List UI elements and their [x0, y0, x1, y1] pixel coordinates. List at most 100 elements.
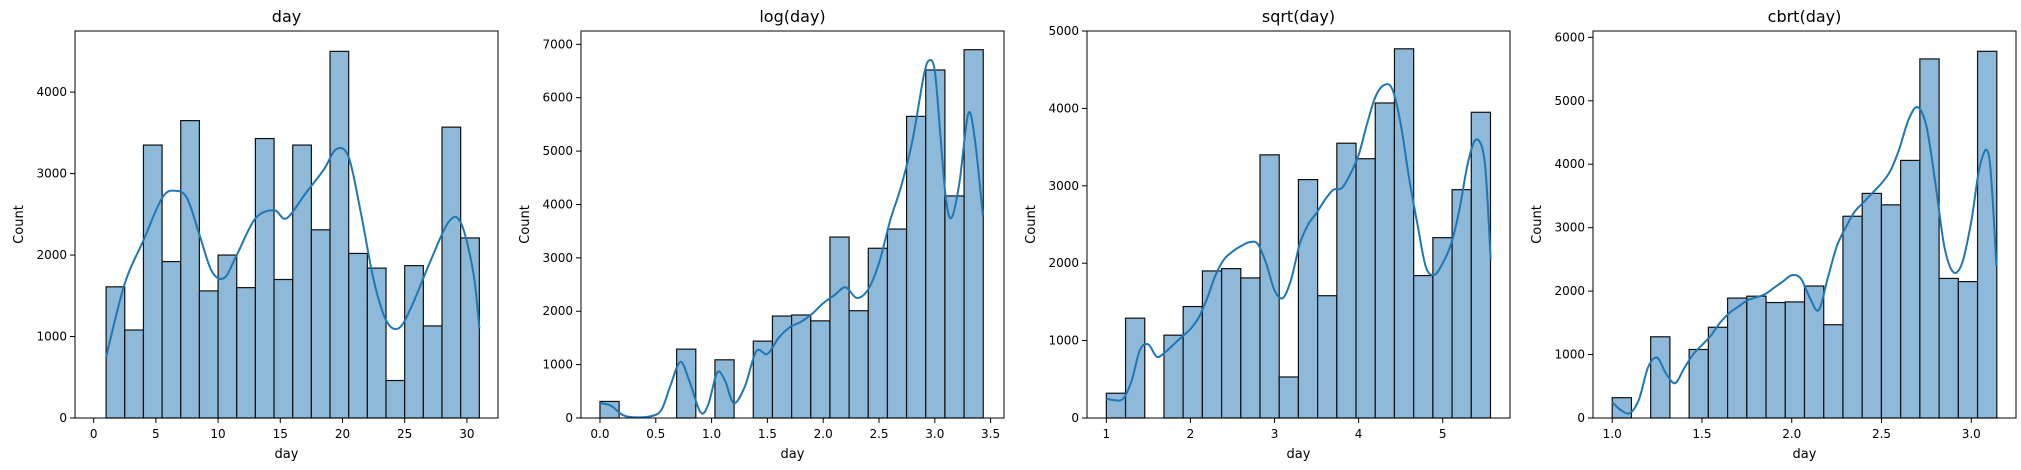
- chart-panel-3: 1 2 3 4 5 0 1000 2000 3000 4000 5000 sqrt(day) day Co…: [1024, 7, 1511, 462]
- histogram-bar: [404, 265, 424, 419]
- histogram-bar: [848, 310, 869, 419]
- y-tick-label: 2000: [542, 304, 573, 318]
- y-tick-label: 7000: [542, 37, 573, 51]
- y-tick-label: 0: [1071, 411, 1079, 425]
- histogram-bar: [1355, 158, 1376, 419]
- x-tick-label: 1.0: [1603, 427, 1622, 441]
- histogram-bar: [905, 115, 927, 419]
- x-tick-label: 25: [397, 427, 412, 441]
- y-tick-label: 4000: [1554, 157, 1585, 171]
- histogram-bar: [1688, 348, 1709, 419]
- chart-panel-4: 1.0 1.5 2.0 2.5 3.0 0 1000 2000 3000 4000 5000 6000…: [1530, 7, 2017, 462]
- x-tick-label: 0.5: [646, 427, 665, 441]
- x-tick-label: 3.0: [1962, 427, 1981, 441]
- x-tick-label: 2.5: [869, 427, 888, 441]
- histogram-bar: [329, 50, 350, 419]
- kde-line: [599, 58, 984, 419]
- histogram-bar: [1900, 159, 1921, 419]
- histogram-bar: [124, 329, 145, 419]
- y-tick-label: 5000: [1048, 24, 1079, 38]
- histogram-bar: [385, 379, 406, 419]
- y-tick-label: 3000: [36, 167, 67, 181]
- histogram-bar: [1650, 336, 1671, 419]
- x-tick-label: 5: [1439, 427, 1447, 441]
- plot-frame: [1592, 30, 2017, 419]
- histogram-bar: [1823, 324, 1844, 419]
- x-axis-label: day: [1793, 447, 1817, 462]
- y-tick-label: 0: [59, 411, 67, 425]
- kde-line: [1611, 106, 1998, 415]
- x-tick-label: 30: [459, 427, 474, 441]
- x-tick-label: 2.0: [1782, 427, 1801, 441]
- bars-group: [599, 49, 984, 419]
- y-tick-label: 4000: [1048, 101, 1079, 115]
- histogram-bar: [1957, 281, 1979, 419]
- histogram-bar: [180, 120, 201, 419]
- x-tick-label: 2.0: [814, 427, 833, 441]
- histogram-bar: [1842, 215, 1863, 419]
- plot-frame: [74, 30, 499, 419]
- x-tick-label: 1.5: [1692, 427, 1711, 441]
- histogram-bar: [1784, 301, 1806, 419]
- bars-group: [1105, 48, 1492, 419]
- chart-title: sqrt(day): [1262, 7, 1335, 26]
- histogram-bar: [1259, 154, 1280, 419]
- y-tick-label: 2000: [1048, 256, 1079, 270]
- histogram-bar: [714, 359, 735, 419]
- histogram-bar: [105, 286, 126, 419]
- x-tick-label: 5: [152, 427, 160, 441]
- histogram-bar: [1374, 102, 1396, 419]
- histogram-bar: [1726, 297, 1748, 419]
- y-tick-label: 0: [1577, 411, 1585, 425]
- histogram-bar: [1470, 111, 1492, 419]
- y-tick-label: 2000: [36, 248, 67, 262]
- chart-panel-1: 0 5 10 15 20 25 30 0 1000 2000 3000 4000 day day Count: [12, 7, 499, 462]
- x-tick-label: 3: [1271, 427, 1279, 441]
- histogram-bar: [142, 144, 163, 419]
- x-tick-label: 1.5: [758, 427, 777, 441]
- histogram-bar: [1278, 376, 1300, 419]
- y-axis-label: Count: [1530, 205, 1545, 244]
- histogram-bar: [1861, 192, 1883, 419]
- y-tick-label: 1000: [36, 330, 67, 344]
- x-tick-label: 1: [1103, 427, 1111, 441]
- histogram-bar: [771, 315, 793, 419]
- y-tick-label: 4000: [542, 197, 573, 211]
- kde-line: [105, 146, 481, 358]
- y-tick-label: 2000: [1554, 284, 1585, 298]
- histogram-bar: [1220, 268, 1242, 419]
- histogram-bar: [676, 348, 697, 419]
- y-axis-label: Count: [12, 205, 27, 244]
- chart-title: log(day): [759, 7, 825, 26]
- x-tick-label: 2: [1187, 427, 1195, 441]
- histogram-bar: [1336, 142, 1357, 419]
- x-tick-label: 1.0: [702, 427, 721, 441]
- y-tick-label: 5000: [1554, 94, 1585, 108]
- histogram-bar: [460, 237, 480, 419]
- x-axis-label: day: [275, 447, 299, 462]
- histogram-bar: [198, 290, 219, 419]
- histogram-bar: [1451, 189, 1472, 419]
- y-tick-label: 3000: [1048, 179, 1079, 193]
- x-tick-label: 15: [273, 427, 288, 441]
- histogram-bar: [1880, 204, 1902, 419]
- x-tick-label: 0: [90, 427, 98, 441]
- plot-frame: [1086, 30, 1511, 419]
- y-tick-label: 1000: [1554, 348, 1585, 362]
- x-axis-label: day: [781, 447, 805, 462]
- y-tick-label: 1000: [1048, 334, 1079, 348]
- histogram-bar: [944, 195, 965, 419]
- histogram-bar: [829, 236, 850, 419]
- histogram-bar: [273, 278, 294, 419]
- x-tick-label: 2.5: [1872, 427, 1891, 441]
- histogram-bar: [810, 320, 831, 419]
- plot-frame: [580, 30, 1005, 419]
- kde-line: [1106, 83, 1492, 402]
- histogram-bar: [236, 287, 257, 419]
- histogram-bar: [348, 252, 368, 419]
- y-tick-label: 5000: [542, 144, 573, 158]
- histogram-bar: [963, 49, 984, 419]
- y-tick-label: 6000: [1554, 30, 1585, 44]
- x-tick-label: 3.0: [925, 427, 944, 441]
